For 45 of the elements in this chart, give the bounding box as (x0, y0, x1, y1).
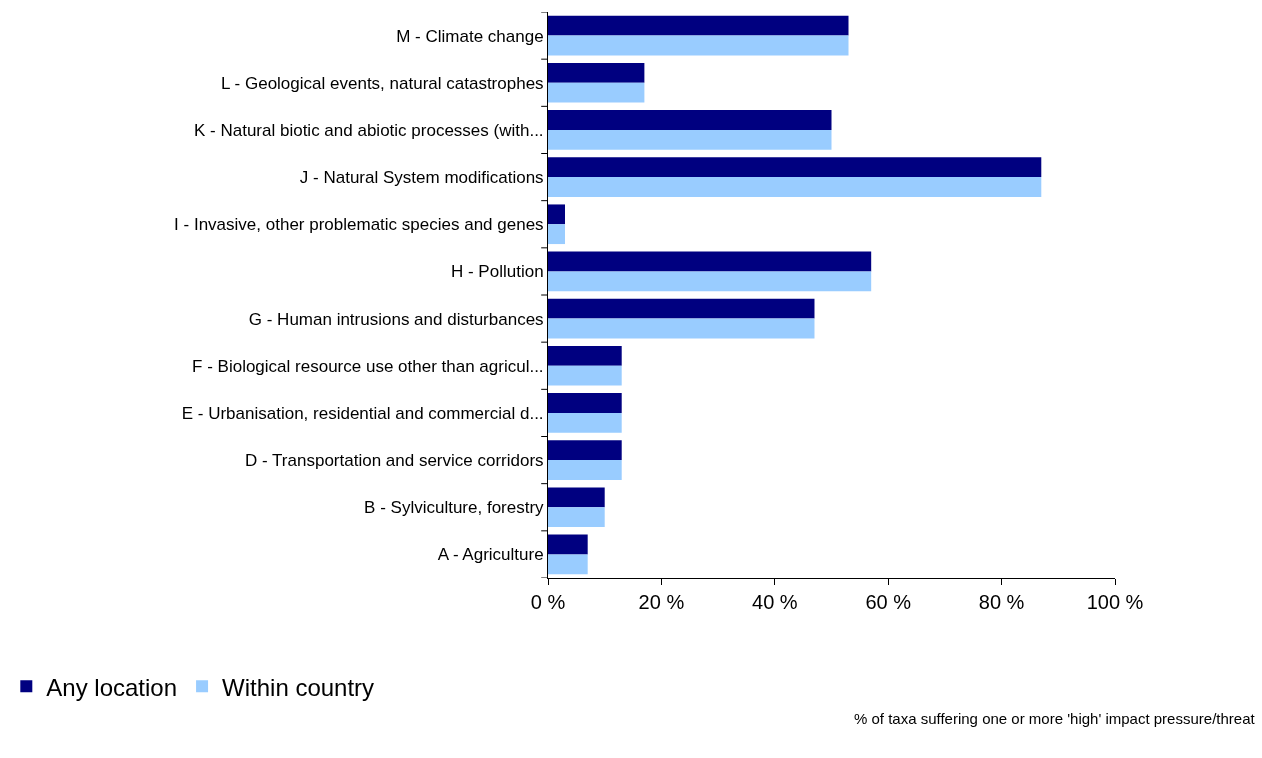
x-tick-label: 60 % (865, 591, 912, 613)
bar (548, 62, 645, 83)
bar (548, 507, 605, 528)
x-tick-label: 100 % (1086, 591, 1144, 613)
y-tick-label: K - Natural biotic and abiotic processes (with... (193, 120, 544, 140)
bar (548, 177, 1042, 197)
y-tick-label: E - Urbanisation, residential and commercial d... (181, 403, 544, 423)
legend-label: Within country (222, 673, 375, 701)
y-tick-label: J - Natural System modifications (299, 168, 544, 188)
text: % of taxa suffering one or more 'high' impact pressure/threat (854, 710, 1256, 727)
x-tick-label: 80 % (978, 591, 1025, 613)
y-tick-label: B - Sylviculture, forestry (364, 498, 545, 518)
y-tick-label: I - Invasive, other problematic species and genes (174, 215, 544, 235)
y-tick-label: M - Climate change (396, 26, 544, 46)
bar (548, 487, 605, 508)
bar (548, 35, 849, 56)
bar (548, 82, 645, 103)
bar (548, 298, 815, 319)
y-tick-label: H - Pollution (450, 262, 544, 282)
bar (548, 365, 622, 386)
bar (548, 345, 622, 366)
y-tick-label: D - Transportation and service corridors (245, 451, 544, 471)
legend-label: Any location (46, 673, 178, 701)
bar (548, 534, 588, 555)
bar (548, 412, 622, 433)
bar (548, 129, 832, 150)
bar (548, 393, 622, 413)
y-tick-label: G - Human intrusions and disturbances (248, 309, 544, 329)
bar (548, 271, 872, 292)
bar (548, 251, 872, 272)
y-tick-label: L - Geological events, natural catastrophes (221, 73, 544, 93)
bar (548, 224, 566, 245)
bar (548, 15, 849, 36)
bar (548, 204, 566, 225)
bar (548, 110, 832, 130)
x-tick-label: 40 % (752, 591, 798, 613)
x-tick-label: 20 % (638, 591, 685, 613)
y-tick-label: F - Biological resource use other than agricul... (192, 356, 544, 376)
bar (548, 554, 588, 575)
x-tick-label: 0 % (530, 591, 566, 613)
bar (548, 157, 1042, 178)
bar (548, 440, 622, 461)
bar (548, 460, 622, 480)
y-tick-label: A - Agriculture (437, 545, 544, 565)
bar (548, 318, 815, 339)
